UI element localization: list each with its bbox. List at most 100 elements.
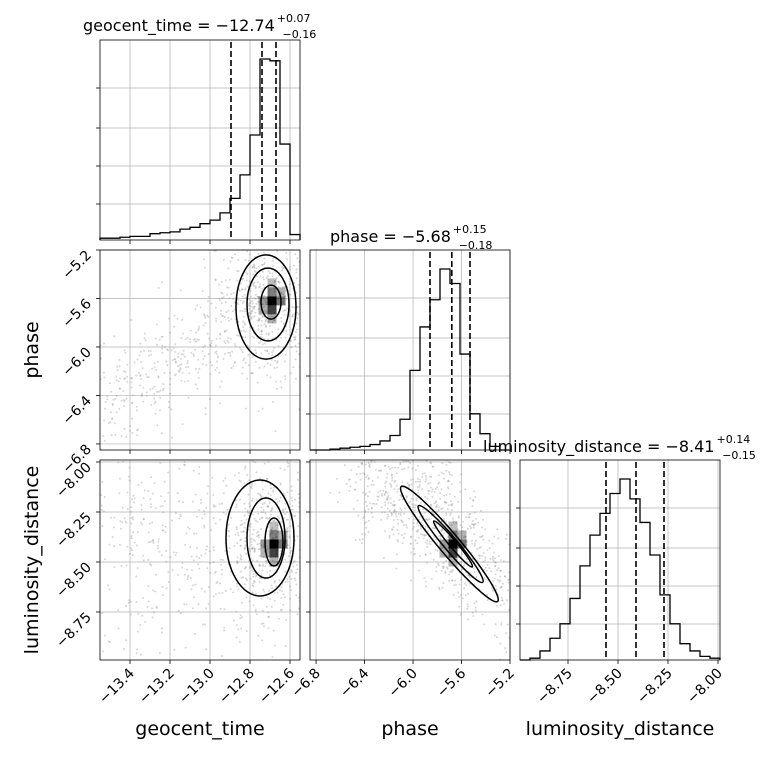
scatter-point (307, 571, 309, 573)
scatter-point (399, 507, 402, 510)
scatter-point (208, 550, 211, 553)
scatter-point (244, 546, 247, 549)
scatter-point (358, 455, 360, 457)
scatter-point (369, 502, 372, 505)
scatter-point (305, 509, 307, 511)
scatter-point (306, 566, 308, 568)
scatter-point (242, 359, 245, 362)
scatter-point (484, 578, 487, 581)
scatter-point (128, 599, 131, 602)
scatter-point (201, 517, 204, 520)
scatter-point (255, 613, 258, 615)
scatter-point (431, 496, 434, 498)
scatter-point (511, 577, 513, 579)
scatter-point (251, 460, 254, 463)
scatter-point (165, 587, 168, 590)
scatter-point (240, 558, 243, 561)
scatter-point (367, 461, 370, 464)
scatter-point (276, 250, 279, 253)
scatter-point (280, 320, 283, 323)
scatter-point (244, 310, 247, 313)
scatter-point (452, 593, 455, 596)
scatter-point (183, 380, 186, 383)
scatter-point (133, 541, 136, 544)
scatter-point (149, 540, 152, 543)
scatter-point (424, 525, 427, 528)
scatter-point (135, 575, 138, 578)
scatter-point (303, 508, 305, 510)
scatter-point (249, 302, 252, 305)
scatter-point (458, 481, 461, 484)
x-tick-label: −8.75 (534, 666, 576, 708)
scatter-point (492, 559, 495, 562)
scatter-point (252, 585, 255, 587)
scatter-point (437, 474, 440, 477)
scatter-point (146, 606, 149, 609)
scatter-point (405, 460, 408, 463)
scatter-point (269, 316, 272, 318)
scatter-point (253, 547, 256, 550)
scatter-point (224, 549, 227, 552)
scatter-point (497, 567, 500, 570)
scatter-point (448, 473, 451, 476)
scatter-point (318, 283, 320, 285)
scatter-point (466, 527, 469, 530)
scatter-point (310, 488, 312, 490)
scatter-point (243, 467, 246, 470)
scatter-point (162, 383, 165, 385)
scatter-point (352, 508, 355, 511)
scatter-point (271, 337, 274, 340)
scatter-point (204, 407, 207, 410)
scatter-point (470, 527, 473, 530)
scatter-point (465, 516, 468, 519)
scatter-point (179, 515, 182, 518)
scatter-point (280, 386, 283, 389)
scatter-point (289, 551, 292, 554)
scatter-point (377, 498, 379, 501)
scatter-point (260, 310, 263, 313)
scatter-point (242, 300, 245, 303)
scatter-point (224, 342, 227, 344)
scatter-point (417, 480, 420, 483)
scatter-point (514, 601, 516, 603)
scatter-point (251, 372, 254, 375)
scatter-point (131, 498, 134, 500)
density-cell (448, 530, 458, 540)
density-cell (276, 287, 286, 297)
scatter-point (373, 456, 375, 458)
scatter-point (215, 582, 218, 585)
scatter-point (147, 531, 150, 534)
scatter-point (140, 394, 143, 397)
scatter-point (196, 338, 199, 341)
scatter-point (267, 611, 270, 614)
scatter-point (140, 361, 143, 364)
scatter-point (397, 522, 400, 525)
scatter-point (178, 369, 181, 372)
scatter-point (256, 559, 259, 562)
scatter-point (157, 376, 160, 379)
scatter-point (204, 316, 207, 319)
scatter-point (386, 517, 389, 520)
scatter-point (258, 318, 261, 320)
scatter-point (376, 495, 379, 498)
scatter-point (265, 310, 268, 313)
scatter-point (241, 351, 244, 354)
scatter-point (246, 473, 249, 476)
scatter-point (446, 508, 449, 511)
scatter-point (368, 417, 370, 419)
scatter-point (426, 497, 429, 500)
scatter-point (418, 485, 421, 488)
scatter-point (284, 309, 287, 312)
scatter-point (246, 273, 249, 275)
scatter-point (456, 528, 459, 531)
scatter-point (102, 435, 105, 438)
scatter-point (359, 478, 362, 481)
scatter-point (284, 354, 287, 356)
scatter-point (212, 517, 215, 520)
scatter-point (320, 557, 322, 559)
scatter-point (257, 242, 259, 244)
scatter-point (319, 278, 321, 280)
scatter-point (433, 502, 436, 505)
scatter-point (381, 492, 384, 495)
scatter-point (174, 512, 177, 515)
